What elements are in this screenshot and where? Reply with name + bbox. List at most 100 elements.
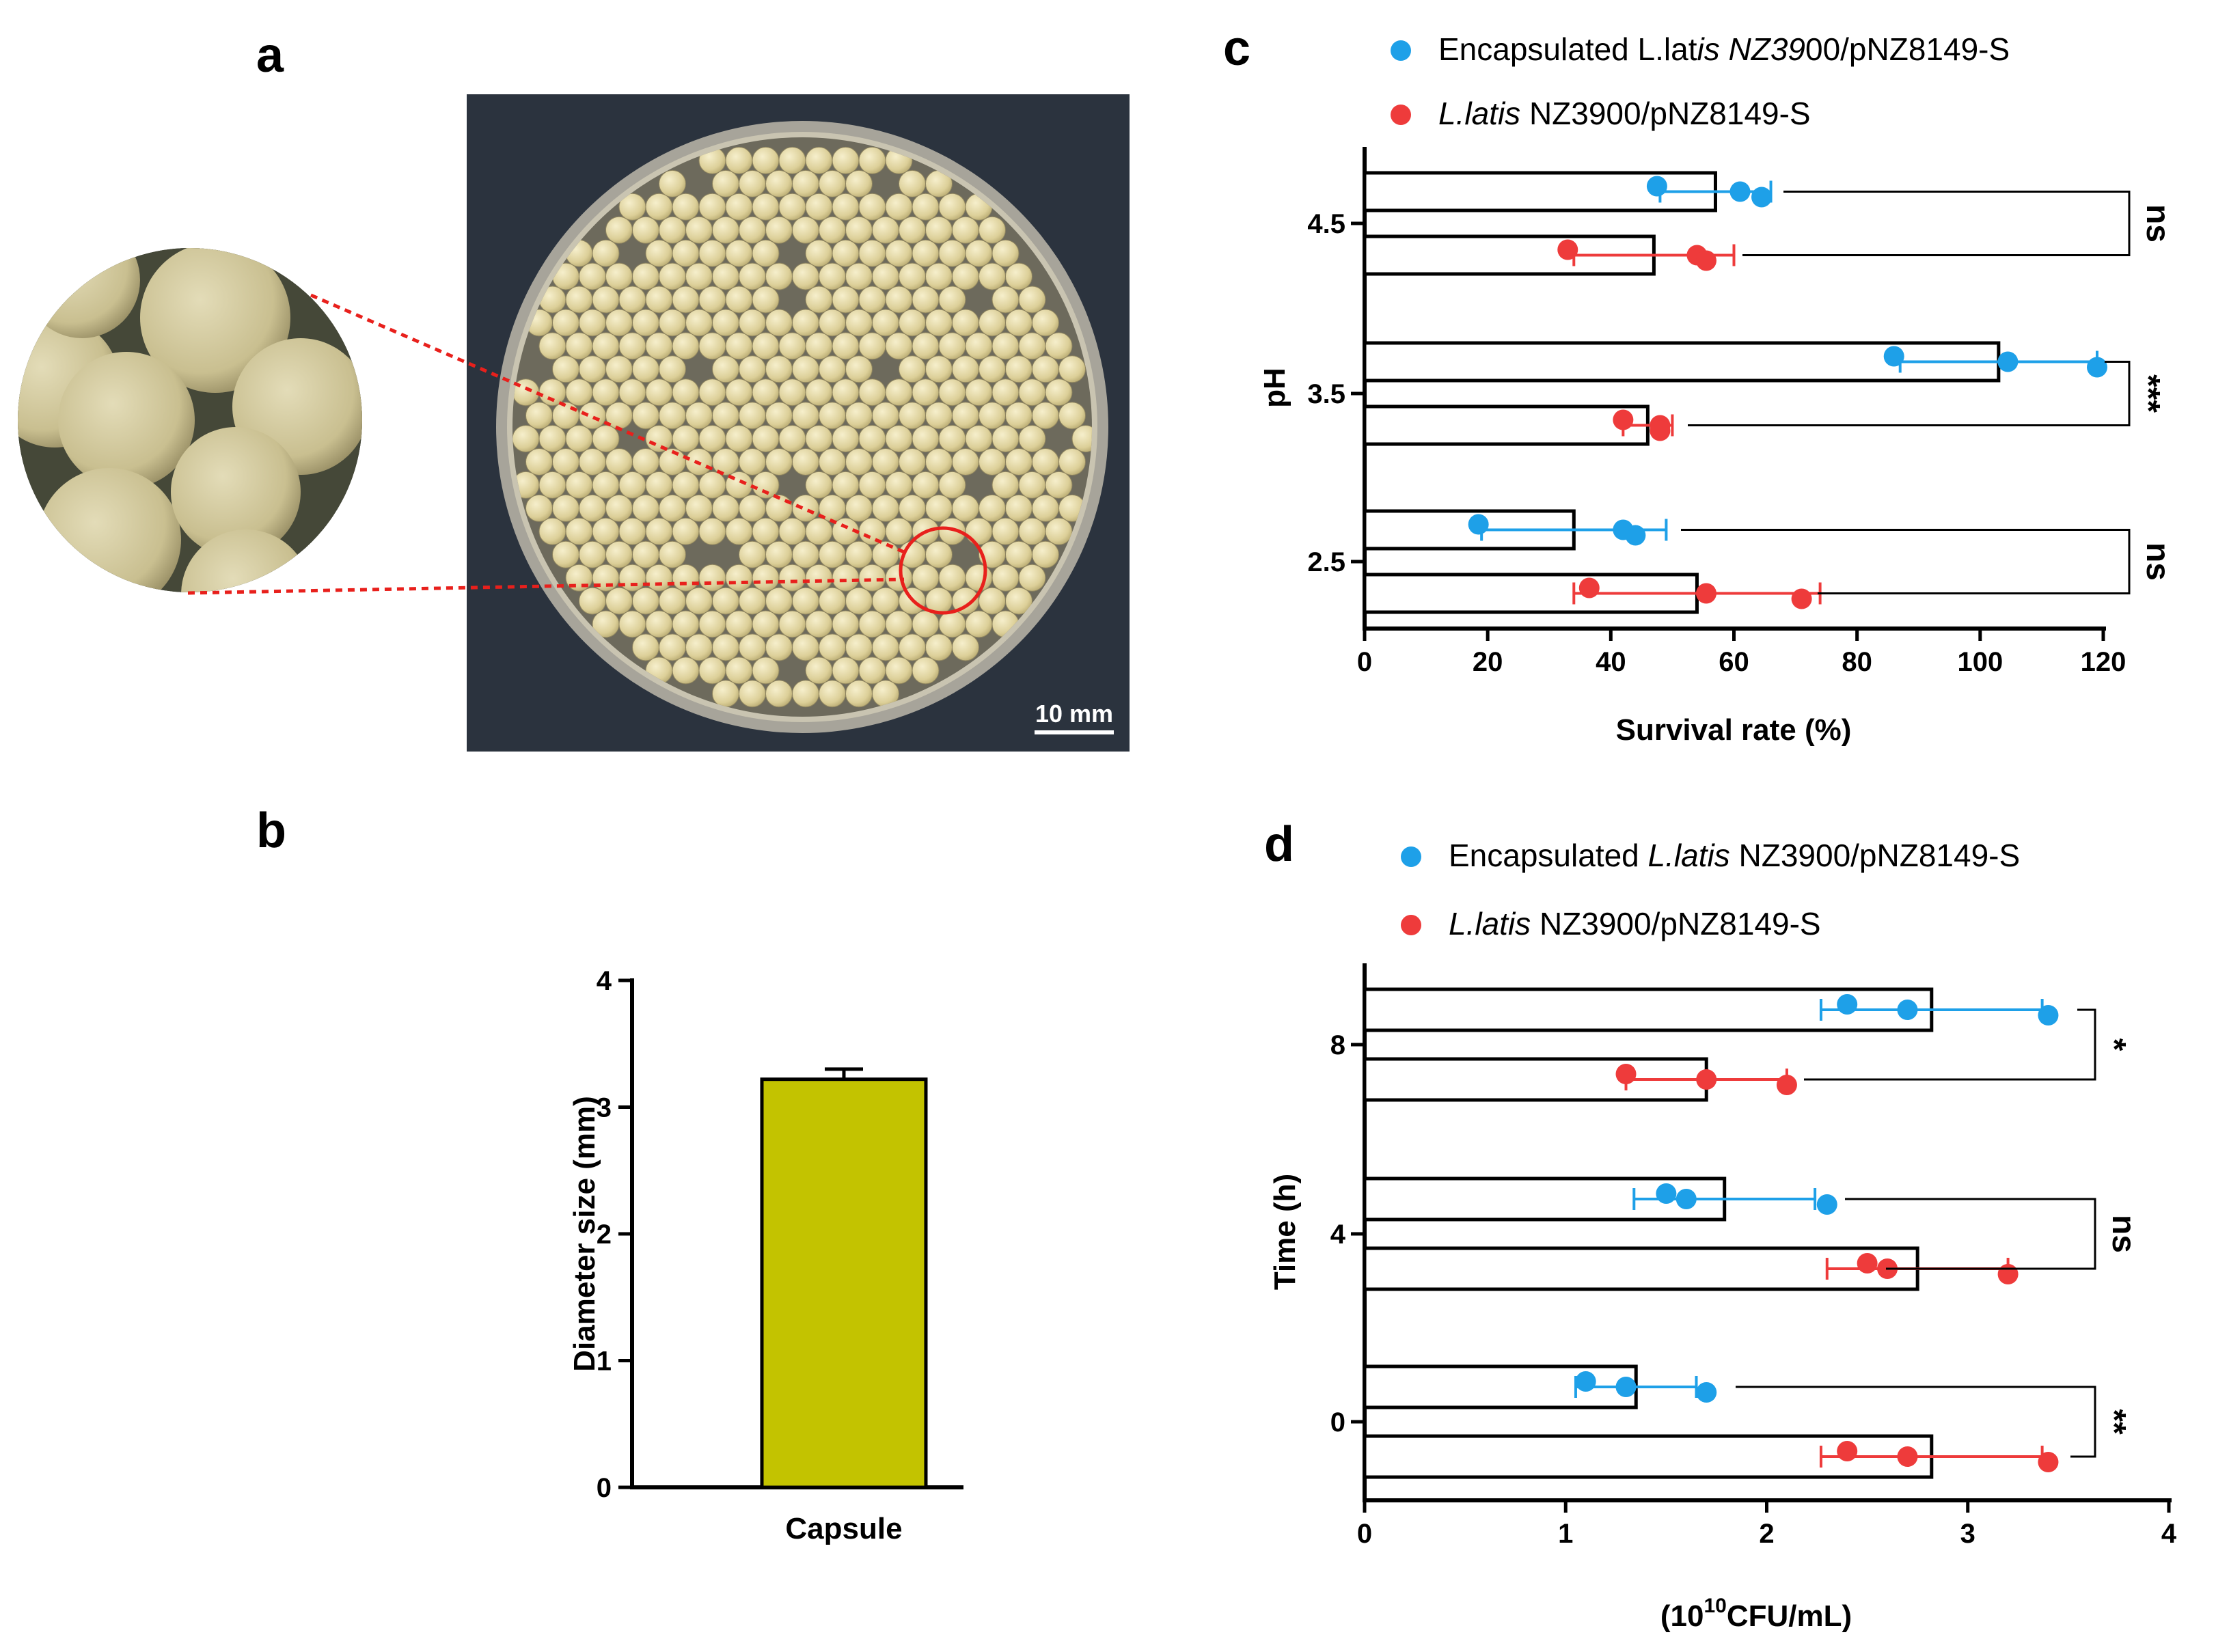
capsule-bead <box>685 309 713 337</box>
capsule-bead <box>605 540 633 568</box>
point-encapsulated <box>2038 1005 2059 1025</box>
capsule-bead <box>765 402 793 430</box>
y-tick-label: 4 <box>597 966 612 996</box>
y-axis-label: pH <box>1258 368 1291 408</box>
capsule-bead <box>618 517 646 545</box>
capsule-bead <box>698 425 726 453</box>
legend-text-part: Encapsulated L.lat <box>1438 31 1697 67</box>
y-tick-label: 1 <box>597 1347 612 1377</box>
significance-bracket <box>1688 361 2131 426</box>
bar-capsule <box>760 1077 928 1489</box>
capsule-bead <box>805 657 833 685</box>
capsule-bead <box>899 262 926 290</box>
capsule-bead <box>792 448 819 476</box>
capsule-bead <box>605 309 633 337</box>
capsule-bead <box>1032 355 1059 383</box>
capsule-bead <box>832 146 860 174</box>
capsule-bead <box>698 239 726 267</box>
capsule-bead <box>819 587 846 615</box>
capsule-bead <box>552 540 579 568</box>
capsule-bead <box>752 146 780 174</box>
capsule-bead <box>1018 378 1046 407</box>
capsule-bead <box>698 378 726 407</box>
capsule-bead <box>579 262 606 290</box>
capsule-bead <box>805 332 833 360</box>
capsule-bead <box>832 425 860 453</box>
legend-label-encapsulated: Encapsulated L.latis NZ3900/pNZ8149-S <box>1438 31 2010 67</box>
capsule-bead <box>712 587 739 615</box>
capsule-bead <box>938 425 966 453</box>
capsule-bead <box>739 448 766 476</box>
capsule-bead <box>605 494 633 522</box>
capsule-bead <box>525 494 553 522</box>
capsule-bead <box>819 262 846 290</box>
capsule-bead <box>952 216 979 244</box>
capsule-bead <box>965 378 993 407</box>
point-encapsulated <box>1696 1382 1717 1403</box>
capsule-bead <box>1005 587 1032 615</box>
capsule-bead <box>1045 378 1073 407</box>
capsule-bead <box>845 494 873 522</box>
capsule-bead <box>592 425 620 453</box>
chart-c: 0 20 40 60 80 100 120 4.5 ns 3.5 *** 2.5 ns pH Encapsu… <box>1258 31 2176 747</box>
capsule-bead <box>965 332 993 360</box>
capsule-bead <box>645 471 673 499</box>
capsule-bead <box>872 262 899 290</box>
capsule-bead <box>858 564 886 592</box>
point-encapsulated <box>1468 514 1489 535</box>
legend-text-part: NZ3900/pNZ8149-S <box>1730 838 2020 873</box>
legend-marker-free <box>1401 915 1421 935</box>
y-tick-label: 2 <box>597 1220 612 1250</box>
capsule-bead <box>672 471 700 499</box>
capsule-bead <box>752 425 780 453</box>
capsule-bead <box>778 564 806 592</box>
capsule-bead <box>965 610 993 638</box>
point-free <box>1615 1064 1637 1084</box>
capsule-bead <box>832 239 860 267</box>
capsule-bead <box>858 471 886 499</box>
x-tick-label: 0 <box>1357 647 1372 677</box>
point-free <box>1613 409 1634 430</box>
capsule-bead <box>712 169 739 197</box>
capsule-bead <box>712 402 739 430</box>
capsule-bead <box>632 587 659 615</box>
legend-text-part: NZ3900/pNZ8149-S <box>1520 96 1810 131</box>
capsule-bead <box>899 402 926 430</box>
significance-bracket <box>1681 529 2131 594</box>
capsule-bead <box>712 262 739 290</box>
capsule-bead <box>925 262 953 290</box>
capsule-bead <box>885 657 913 685</box>
capsule-bead <box>792 633 819 661</box>
point-free <box>1695 583 1716 604</box>
capsule-bead <box>991 425 1020 453</box>
capsule-bead <box>632 402 659 430</box>
capsule-bead <box>685 494 713 522</box>
y-axis-label: Time (h) <box>1268 1174 1302 1290</box>
capsule-bead <box>952 355 979 383</box>
panel-label-b: b <box>256 803 286 858</box>
capsule-bead <box>1018 425 1046 453</box>
capsule-bead <box>925 402 953 430</box>
point-encapsulated <box>1615 1377 1637 1397</box>
capsule-bead <box>712 216 739 244</box>
capsule-bead <box>579 448 606 476</box>
capsule-bead <box>1005 402 1032 430</box>
point-free <box>1791 588 1812 609</box>
capsule-bead <box>938 564 966 592</box>
capsule-bead <box>858 610 886 638</box>
capsule-bead <box>552 448 579 476</box>
capsule-bead <box>1018 517 1046 545</box>
capsule-bead <box>565 517 593 545</box>
point-encapsulated <box>1656 1183 1677 1204</box>
capsule-bead <box>792 262 819 290</box>
capsule-bead <box>1058 448 1086 476</box>
capsule-bead <box>832 332 860 360</box>
capsule-bead <box>645 286 673 314</box>
capsule-bead <box>632 309 659 337</box>
capsule-bead <box>819 169 846 197</box>
capsule-bead <box>925 448 953 476</box>
capsule-bead <box>752 564 780 592</box>
capsule-bead <box>579 587 606 615</box>
capsule-bead <box>885 425 913 453</box>
capsule-bead <box>845 633 873 661</box>
